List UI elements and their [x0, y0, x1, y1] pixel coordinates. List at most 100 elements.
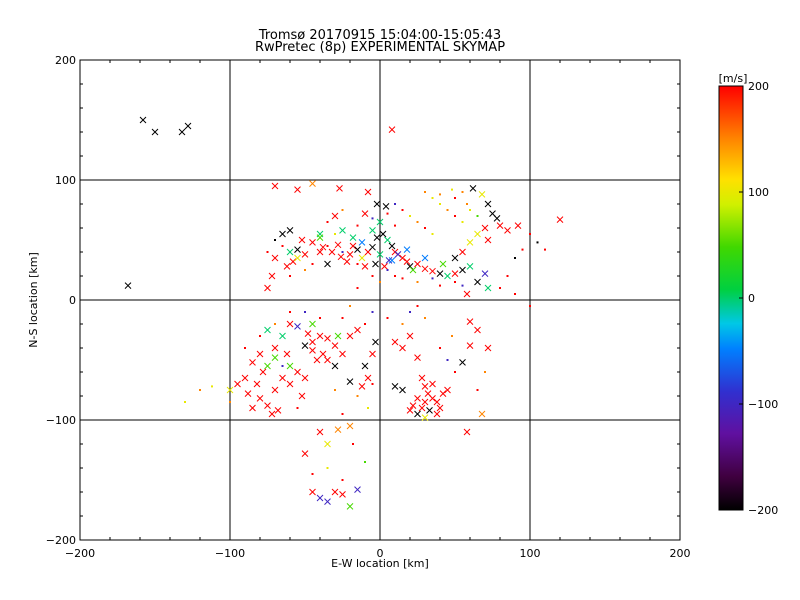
data-point-cross — [388, 242, 396, 250]
data-point-dot — [461, 221, 464, 223]
data-point-dot — [371, 311, 374, 313]
data-point-cross — [406, 407, 414, 414]
data-point-dot — [476, 215, 479, 217]
data-point-dot — [379, 281, 381, 283]
data-point-cross — [436, 404, 444, 412]
data-point-dot — [281, 245, 284, 247]
data-point-dot — [451, 188, 453, 191]
data-point-cross — [474, 326, 481, 334]
data-point-cross — [264, 326, 271, 334]
data-point-dot — [244, 347, 246, 349]
data-point-cross — [279, 332, 286, 340]
data-point-dot — [349, 305, 351, 307]
data-point-dot — [446, 359, 449, 361]
x-axis-label: E-W location [km] — [331, 557, 429, 570]
colorbar-tick-label: −200 — [748, 504, 778, 517]
data-point-cross — [474, 230, 481, 238]
data-point-cross — [301, 251, 309, 258]
colorbar-tick-label: 0 — [748, 292, 755, 305]
data-point-cross — [466, 342, 474, 349]
data-point-cross — [504, 227, 511, 234]
data-point-cross — [556, 216, 564, 223]
data-point-cross — [364, 374, 372, 382]
data-point-cross — [244, 390, 252, 397]
data-point-dot — [394, 203, 396, 205]
data-point-cross — [241, 374, 249, 382]
data-point-cross — [369, 227, 376, 234]
data-point-cross — [421, 254, 429, 262]
data-point-dot — [304, 311, 306, 313]
data-point-dot — [424, 227, 426, 229]
data-point-cross — [478, 410, 486, 418]
data-point-dot — [529, 305, 531, 307]
y-tick-label: −200 — [46, 534, 76, 547]
grid-lines — [80, 60, 680, 540]
data-point-cross — [343, 258, 351, 265]
data-point-cross — [184, 122, 192, 130]
data-point-dot — [521, 248, 524, 251]
data-point-cross — [481, 270, 489, 277]
data-point-cross — [436, 270, 444, 277]
data-point-dot — [416, 221, 419, 223]
data-point-cross — [409, 402, 417, 409]
data-point-dot — [416, 305, 419, 307]
data-point-cross — [373, 200, 381, 208]
data-point-dot — [274, 323, 276, 325]
data-point-cross — [514, 222, 522, 229]
data-point-dot — [371, 275, 374, 277]
data-point-cross — [268, 410, 276, 418]
data-point-cross — [124, 282, 132, 289]
data-point-dot — [259, 335, 261, 337]
data-point-dot — [371, 217, 374, 220]
data-point-dot — [304, 269, 306, 271]
data-point-dot — [326, 221, 329, 223]
data-point-cross — [421, 265, 429, 273]
data-point-cross — [414, 354, 421, 361]
x-tick-label: −100 — [215, 547, 245, 560]
data-point-cross — [271, 344, 279, 352]
data-point-cross — [346, 332, 354, 340]
data-point-cross — [178, 128, 186, 136]
data-point-dot — [394, 275, 396, 277]
data-point-cross — [286, 248, 294, 256]
data-point-cross — [256, 350, 264, 358]
data-point-dot — [514, 257, 516, 259]
data-point-cross — [459, 359, 466, 366]
data-point-cross — [466, 239, 474, 246]
data-point-cross — [294, 246, 301, 253]
data-point-cross — [309, 320, 316, 328]
data-point-cross — [444, 272, 451, 280]
data-point-dot — [341, 251, 344, 253]
data-point-dot — [439, 193, 441, 196]
data-point-cross — [463, 290, 471, 298]
colorbar-label: [m/s] — [719, 72, 748, 85]
data-point-cross — [294, 186, 301, 193]
data-point-dot — [439, 203, 441, 205]
data-point-cross — [298, 236, 306, 244]
data-point-cross — [354, 326, 361, 334]
data-point-cross — [379, 230, 387, 238]
data-point-cross — [309, 338, 316, 346]
data-point-cross — [316, 248, 324, 256]
data-point-dot — [319, 317, 321, 319]
data-point-cross — [372, 260, 379, 268]
data-point-dot — [356, 224, 359, 227]
data-point-cross — [414, 395, 421, 402]
data-point-cross — [324, 356, 331, 364]
data-point-cross — [324, 440, 331, 448]
data-point-cross — [253, 380, 261, 388]
data-point-cross — [414, 260, 421, 268]
data-point-dot — [334, 389, 336, 391]
data-point-dot — [469, 209, 471, 211]
data-point-dot — [431, 197, 434, 199]
data-point-cross — [309, 347, 316, 354]
data-point-cross — [354, 246, 361, 253]
data-point-dot — [341, 413, 344, 415]
data-point-cross — [324, 260, 331, 268]
data-point-cross — [271, 354, 279, 361]
data-point-cross — [361, 263, 369, 270]
data-point-cross — [403, 258, 411, 265]
chart-title: Tromsø 20170915 15:04:00-15:05:43 — [258, 28, 501, 43]
data-point-cross — [414, 410, 421, 418]
